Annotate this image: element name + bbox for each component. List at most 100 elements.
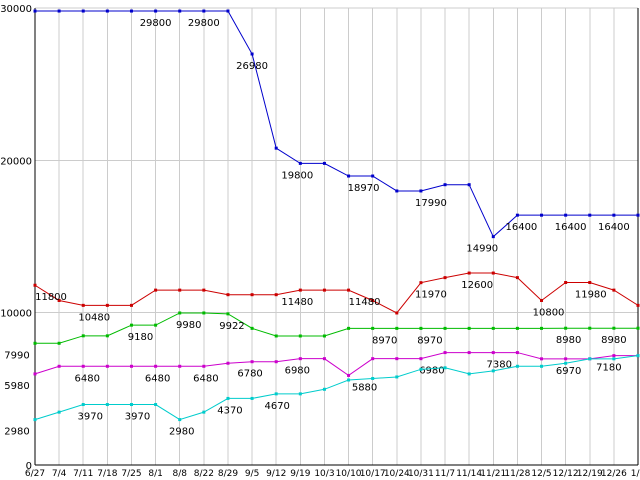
data-point-blue — [33, 9, 37, 13]
data-point-blue — [154, 9, 158, 13]
data-point-magenta — [564, 357, 568, 361]
data-point-red — [419, 281, 423, 285]
data-point-red — [202, 288, 206, 292]
x-tick-label: 8/1 — [148, 469, 162, 479]
series-line-red — [34, 272, 639, 314]
x-tick-label: 1/9 — [631, 469, 640, 479]
data-point-magenta — [612, 354, 616, 358]
data-point-green — [564, 326, 568, 330]
data-point-red — [178, 288, 182, 292]
data-point-red — [298, 288, 302, 292]
data-point-cyan — [178, 418, 182, 422]
series-line-green — [35, 312, 638, 344]
data-label-cyan: 3970 — [78, 412, 103, 423]
data-point-blue — [612, 213, 616, 217]
data-point-red — [588, 281, 592, 285]
data-point-blue — [467, 183, 471, 187]
data-point-cyan — [491, 369, 495, 373]
data-point-magenta — [202, 364, 206, 368]
data-label-blue: 19800 — [281, 170, 313, 181]
data-label-red: 11480 — [349, 297, 381, 308]
data-point-green — [371, 326, 375, 330]
data-point-cyan — [250, 396, 254, 400]
data-label-magenta: 6480 — [193, 373, 218, 384]
data-point-magenta — [81, 364, 85, 368]
data-label-blue: 16400 — [598, 222, 630, 233]
data-point-cyan — [636, 354, 640, 358]
data-label-green: 9980 — [176, 320, 201, 331]
data-point-green — [419, 326, 423, 330]
data-point-red — [154, 288, 158, 292]
data-label-blue: 16400 — [505, 222, 537, 233]
data-point-red — [33, 283, 37, 287]
data-point-magenta — [250, 360, 254, 364]
data-point-cyan — [347, 378, 351, 382]
data-point-cyan — [419, 367, 423, 371]
data-label-cyan: 4670 — [264, 401, 289, 412]
y-tick-label: 20000 — [0, 156, 32, 167]
data-point-magenta — [419, 357, 423, 361]
data-point-green — [81, 334, 85, 338]
x-tick-label: 12/12 — [553, 469, 579, 479]
data-point-blue — [443, 183, 447, 187]
data-point-red — [347, 288, 351, 292]
data-point-red — [105, 303, 109, 307]
data-point-green — [274, 334, 278, 338]
data-point-green — [491, 326, 495, 330]
x-tick-label: 12/26 — [601, 469, 627, 479]
data-label-cyan: 2980 — [169, 427, 194, 438]
x-tick-label: 8/29 — [218, 469, 238, 479]
data-point-cyan — [154, 403, 158, 407]
data-label-magenta: 5880 — [352, 382, 377, 393]
data-label-cyan: 2980 — [4, 427, 29, 438]
data-point-blue — [81, 9, 85, 13]
data-point-blue — [636, 213, 640, 217]
data-point-magenta — [298, 357, 302, 361]
data-label-green: 7990 — [4, 350, 29, 361]
x-tick-label: 11/28 — [504, 469, 530, 479]
data-label-magenta: 6480 — [75, 373, 100, 384]
data-point-blue — [588, 213, 592, 217]
data-point-magenta — [515, 351, 519, 355]
data-label-green: 8980 — [601, 335, 626, 346]
data-label-magenta: 6980 — [419, 366, 444, 377]
x-tick-label: 7/11 — [73, 469, 93, 479]
data-point-blue — [491, 235, 495, 239]
data-point-green — [540, 326, 544, 330]
series-line-cyan — [34, 355, 639, 421]
data-point-green — [588, 326, 592, 330]
data-point-magenta — [371, 357, 375, 361]
data-point-green — [57, 341, 61, 345]
data-point-green — [298, 334, 302, 338]
x-tick-label: 10/17 — [360, 469, 386, 479]
data-point-red — [57, 298, 61, 302]
data-point-green — [154, 323, 158, 327]
data-point-red — [467, 271, 471, 275]
data-point-blue — [57, 9, 61, 13]
x-tick-label: 12/19 — [577, 469, 603, 479]
data-label-blue: 16400 — [555, 222, 587, 233]
x-tick-label: 11/21 — [480, 469, 506, 479]
data-label-red: 11970 — [415, 290, 447, 301]
data-point-magenta — [178, 364, 182, 368]
data-point-red — [226, 293, 230, 297]
data-label-magenta: 6980 — [285, 366, 310, 377]
data-point-red — [443, 276, 447, 280]
x-tick-label: 12/5 — [531, 469, 551, 479]
data-label-blue: 18970 — [348, 183, 380, 194]
data-label-cyan: 4370 — [217, 405, 242, 416]
data-point-magenta — [491, 351, 495, 355]
data-point-green — [515, 326, 519, 330]
data-point-green — [105, 334, 109, 338]
y-tick-label: 30000 — [0, 4, 32, 15]
data-point-magenta — [540, 357, 544, 361]
data-point-green — [467, 326, 471, 330]
data-label-blue: 29800 — [140, 18, 172, 29]
data-label-magenta: 6780 — [237, 369, 262, 380]
data-point-blue — [371, 174, 375, 178]
data-label-green: 8970 — [417, 335, 442, 346]
data-point-red — [129, 303, 133, 307]
data-point-cyan — [322, 387, 326, 391]
x-tick-label: 10/10 — [336, 469, 362, 479]
